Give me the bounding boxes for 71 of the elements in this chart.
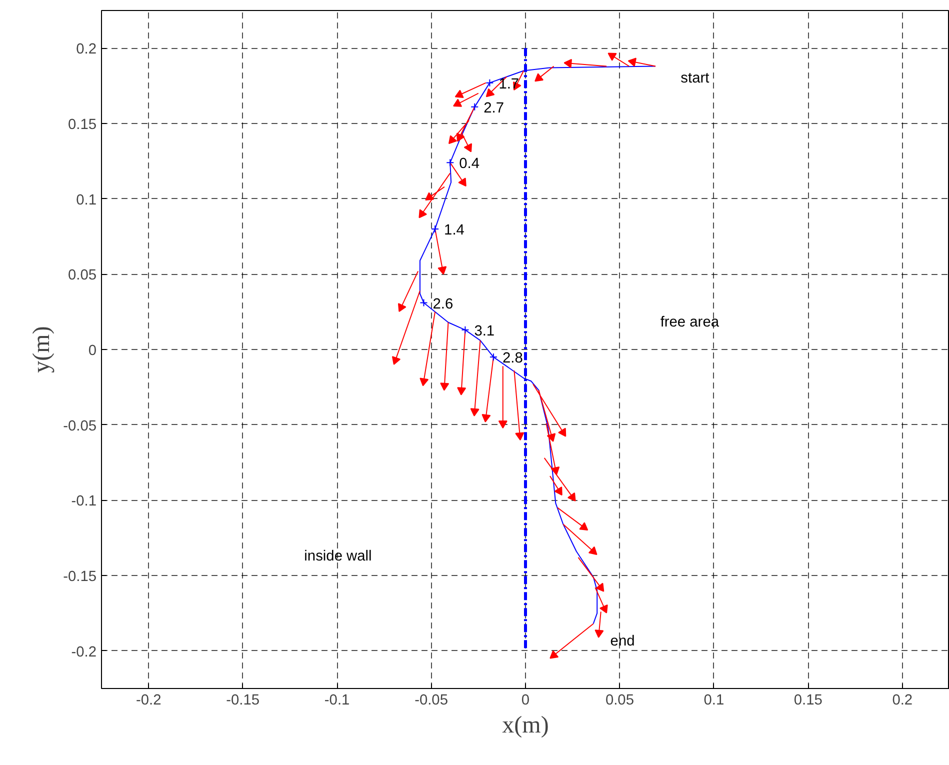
point: [461, 326, 470, 334]
y-tick-label: 0.2: [76, 42, 96, 58]
point: [564, 58, 572, 68]
y-axis-title: y(m): [29, 326, 56, 373]
point: [486, 78, 494, 87]
point: [489, 353, 498, 362]
annotation: 2.7: [484, 100, 504, 116]
x-tick-label: 0.2: [892, 692, 913, 708]
annotation: free area: [660, 314, 720, 330]
x-tick-label: 0.15: [794, 692, 822, 708]
point: [456, 132, 465, 142]
point: [600, 604, 608, 614]
point: [588, 546, 598, 555]
y-tick-label: -0.1: [71, 494, 97, 510]
x-tick-label: 0.1: [704, 692, 724, 708]
point: [594, 630, 604, 638]
y-tick-label: 0.15: [68, 117, 97, 133]
point: [568, 492, 576, 502]
point: [440, 382, 450, 391]
point: [392, 356, 401, 365]
point: [398, 303, 406, 312]
annotation: 1.4: [444, 222, 464, 238]
x-tick-label: -0.2: [136, 692, 162, 708]
annotation: 3.1: [474, 323, 495, 340]
point: [458, 178, 466, 187]
annotation: start: [680, 70, 710, 86]
point: [482, 414, 491, 422]
point: [546, 433, 556, 442]
point: [448, 135, 458, 144]
point: [446, 158, 454, 167]
x-axis-title: x(m): [502, 712, 549, 738]
point: [596, 582, 604, 592]
point: [534, 73, 544, 82]
y-tick-label: -0.2: [71, 644, 97, 660]
point: [420, 378, 429, 386]
annotation: end: [610, 634, 635, 650]
point: [464, 143, 472, 152]
x-tick-label: 0.05: [605, 692, 634, 708]
point: [438, 266, 447, 275]
y-tick-label: 0.05: [68, 268, 97, 284]
point: [457, 387, 466, 396]
point: [431, 224, 440, 233]
y-tick-label: -0.05: [63, 418, 96, 434]
point: [425, 192, 434, 200]
point: [470, 102, 479, 111]
point: [558, 428, 566, 437]
annotation: 2.8: [502, 350, 523, 367]
point: [498, 420, 508, 428]
point: [579, 522, 588, 531]
annotation: 2.6: [432, 296, 454, 312]
point: [486, 88, 495, 98]
y-tick-label: -0.15: [63, 569, 96, 585]
annotation: 0.4: [459, 156, 480, 172]
y-tick-label: 0.1: [76, 192, 96, 208]
point: [628, 58, 636, 67]
point: [418, 209, 427, 218]
annotation: inside wall: [304, 548, 372, 564]
point: [554, 486, 562, 496]
point: [608, 52, 617, 61]
point: [454, 90, 464, 98]
point: [550, 650, 559, 659]
x-tick-label: 0: [521, 692, 530, 708]
point: [420, 298, 428, 307]
x-tick-label: -0.15: [226, 692, 260, 708]
y-tick-label: 0: [88, 343, 97, 359]
point: [550, 466, 560, 476]
point: [470, 408, 480, 416]
x-tick-label: -0.05: [414, 692, 448, 708]
point: [515, 432, 524, 440]
point: [453, 98, 462, 107]
x-tick-label: -0.1: [324, 692, 350, 708]
